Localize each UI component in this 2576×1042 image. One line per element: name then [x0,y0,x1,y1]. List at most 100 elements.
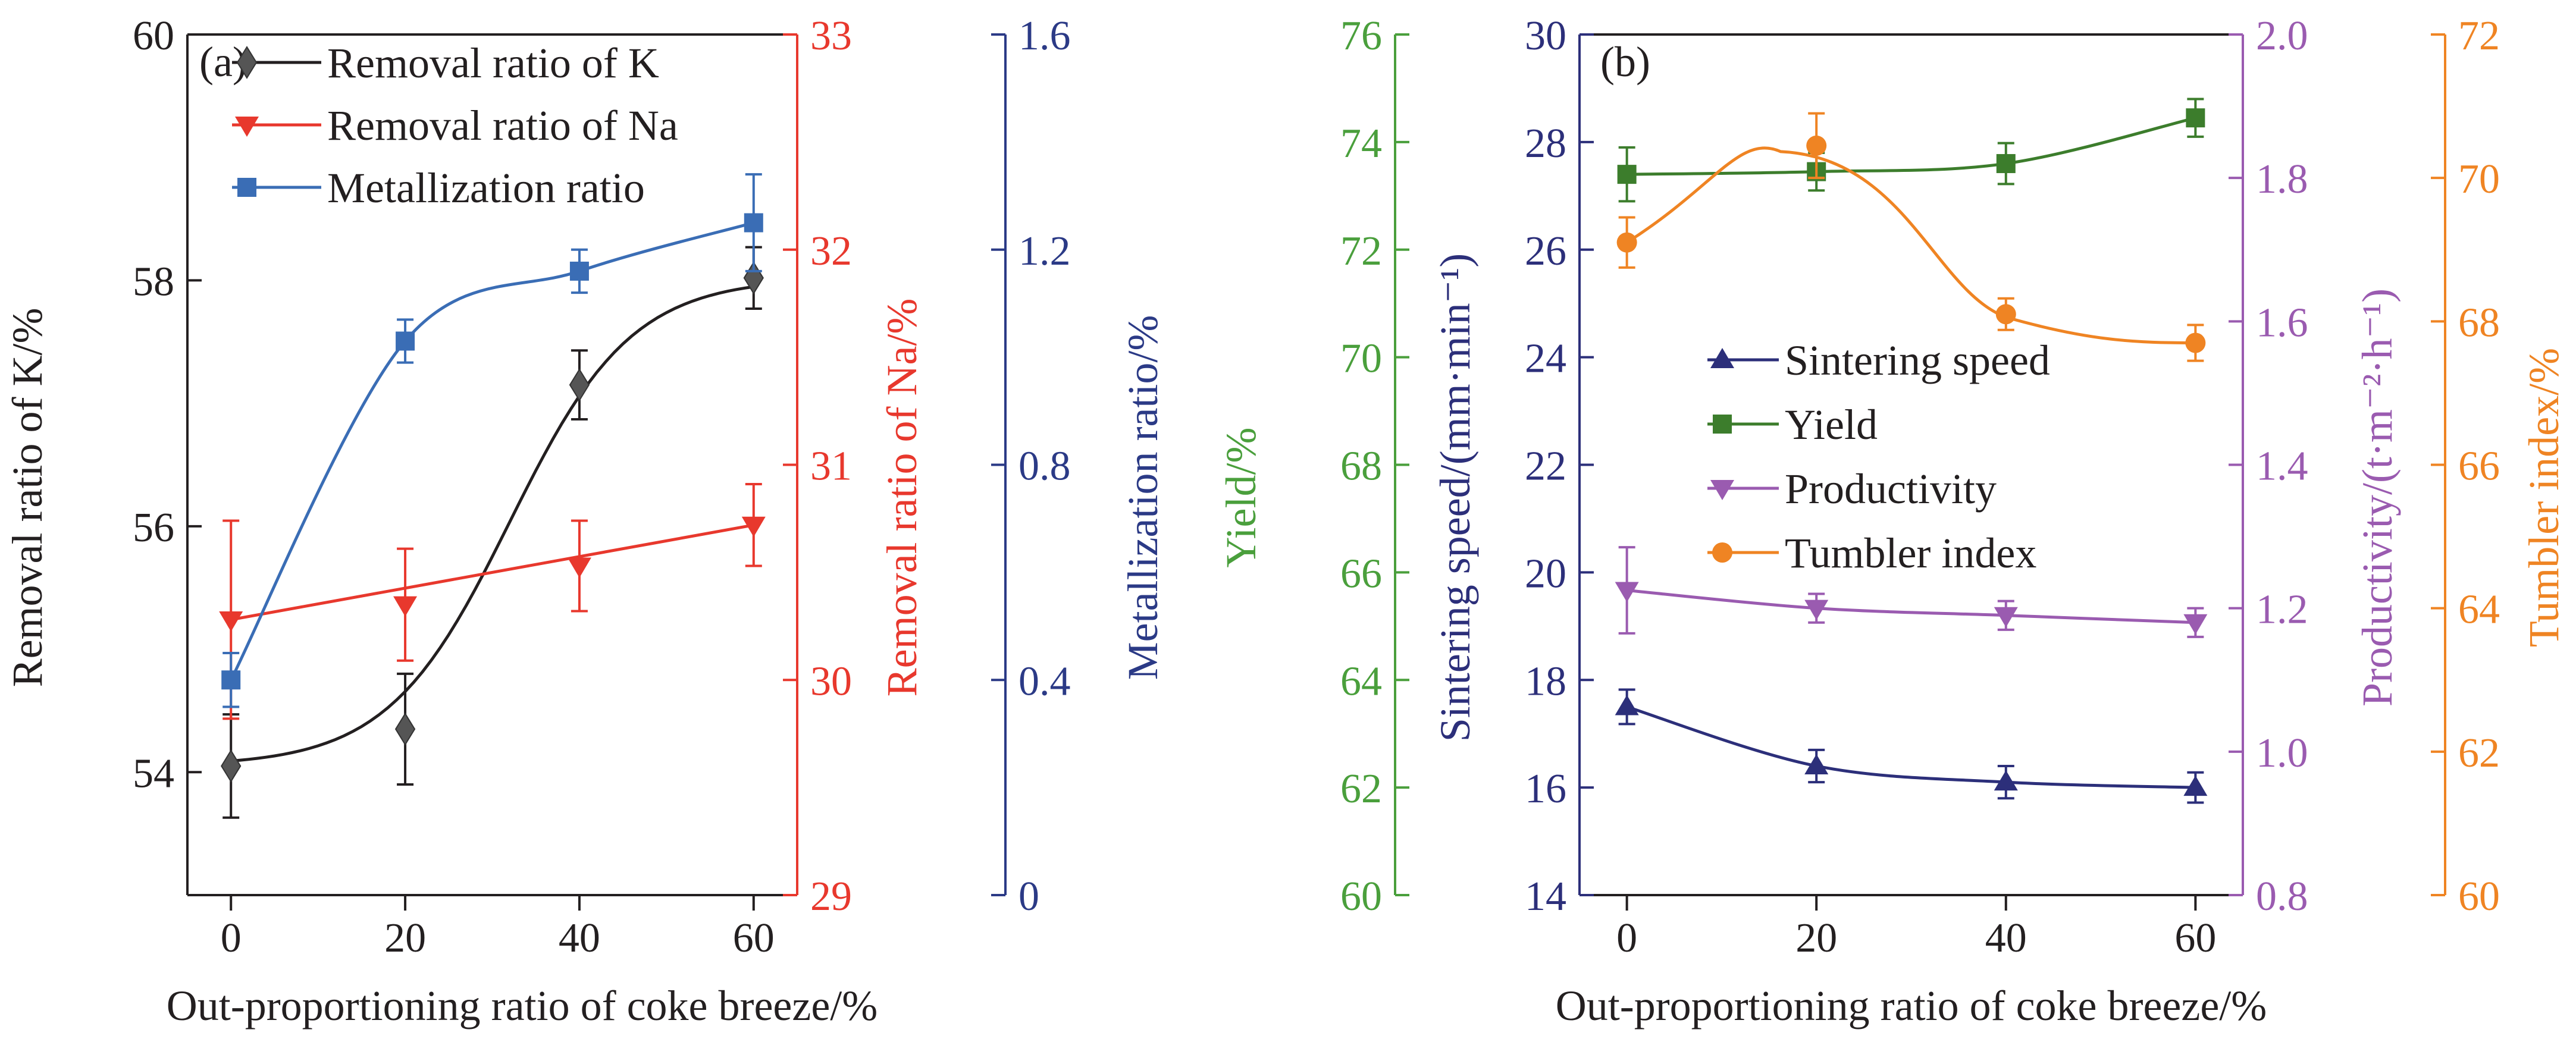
series-removal-ratio-of-na [219,483,766,720]
y-axis-title-na: Removal ratio of Na/% [878,299,926,697]
legend-label: Removal ratio of K [327,39,659,87]
y-tick-label-na: 31 [810,444,852,489]
series-line [1627,589,2196,624]
data-point [394,713,416,746]
data-point [393,596,418,617]
data-point [396,331,415,351]
y-tick-label-prod: 1.8 [2256,156,2308,202]
data-point [569,261,589,281]
data-point [741,516,766,537]
x-tick-label: 0 [221,915,242,961]
legend-marker [1713,415,1732,434]
y-tick-label-tumbler: 70 [2458,156,2500,202]
legend-label: Metallization ratio [327,164,645,212]
data-point [2185,332,2206,353]
y-axis-title-speed: Sintering speed/(mm·min⁻¹) [1431,253,1479,742]
y-axis-title-k: Removal ratio of K/% [4,308,51,688]
data-point [1804,754,1829,774]
y-tick-label-tumbler: 72 [2458,13,2500,59]
legend-marker [236,46,258,79]
series-line [1626,705,2196,789]
series-line [230,523,754,622]
legend-marker [1710,480,1734,500]
legend-marker [1710,348,1734,368]
y-tick-label-met: 0 [1019,874,1039,919]
series-sintering-speed [1615,688,2208,804]
y-tick-label-yield: 76 [1340,13,1382,59]
data-point [1806,135,1827,156]
y-tick-label-speed: 20 [1525,551,1566,597]
x-tick-label: 60 [2174,915,2216,961]
data-point [1617,165,1637,184]
legend-marker [1712,542,1732,563]
y-tick-label-na: 29 [810,874,852,919]
y-tick-label-prod: 0.8 [2256,874,2308,919]
y-tick-label-speed: 22 [1525,444,1566,489]
legend-label: Tumbler index [1785,529,2036,577]
series-line [1627,116,2196,176]
panel-b: 0 20 40 60 Out-proportioning ratio of coke b… [1217,13,2568,1030]
y-axis-title-tumbler: Tumbler index/% [2520,348,2568,647]
data-point [221,670,241,690]
data-point [2186,108,2205,128]
series-line [230,285,754,762]
y-tick-label-yield: 62 [1340,766,1382,812]
y-tick-label-tumbler: 60 [2458,874,2500,919]
x-tick-label: 60 [733,915,775,961]
y-tick-label-speed: 24 [1525,336,1566,382]
y-tick-label-met: 0.4 [1019,658,1071,704]
y-tick-label-tumbler: 68 [2458,300,2500,346]
y-tick-label-tumbler: 64 [2458,587,2500,633]
data-point [2183,776,2208,796]
y-tick-label-yield: 60 [1340,874,1382,919]
series-removal-ratio-of-k [221,246,764,819]
data-point [1996,154,2016,174]
legend-label: Productivity [1785,465,1997,513]
y-tick-label-yield: 64 [1340,658,1382,704]
y-tick-label-prod: 1.4 [2256,444,2308,489]
y-tick-label-met: 0.8 [1019,444,1071,489]
data-point [1804,600,1829,620]
x-axis-title: Out-proportioning ratio of coke breeze/% [167,982,878,1030]
y-tick-label-yield: 70 [1340,336,1382,382]
data-point [569,368,590,402]
y-tick-label-speed: 30 [1525,13,1566,59]
y-tick-label-tumbler: 62 [2458,730,2500,776]
data-point [2183,614,2208,635]
legend-label: Sintering speed [1785,337,2050,384]
y-tick-label-speed: 26 [1525,228,1566,274]
x-tick-label: 40 [1985,915,2027,961]
legend-label: Yield [1785,401,1878,448]
y-tick-label-prod: 2.0 [2256,13,2308,59]
x-tick-label: 0 [1616,915,1637,961]
y-tick-label-yield: 66 [1340,551,1382,597]
series-tumbler-index [1616,112,2206,362]
y-tick-label-na: 33 [810,13,852,59]
x-tick-label: 20 [1795,915,1837,961]
data-point [221,749,242,783]
data-point [1616,232,1637,253]
y-tick-label-k: 56 [133,505,174,551]
series-productivity [1615,546,2208,638]
y-tick-label-k: 60 [133,13,174,59]
y-axis-title-prod: Productivity/(t·m⁻²·h⁻¹) [2354,288,2401,707]
y-tick-label-na: 32 [810,228,852,274]
data-point [1995,304,2016,325]
y-tick-label-speed: 16 [1525,766,1566,812]
y-axis-title-met: Metallization ratio/% [1119,315,1167,680]
series-line [229,221,754,681]
data-point [219,611,243,632]
x-axis-title: Out-proportioning ratio of coke breeze/% [1556,982,2267,1030]
data-point [567,557,591,578]
series-metallization-ratio [221,173,763,708]
legend-label: Removal ratio of Na [327,102,678,149]
panel-a: 0 20 40 60 Out-proportioning ratio of coke b… [4,13,1167,1030]
y-tick-label-prod: 1.6 [2256,300,2308,346]
y-tick-label-met: 1.6 [1019,13,1071,59]
y-tick-label-yield: 72 [1340,228,1382,274]
data-point [744,213,763,233]
y-tick-label-speed: 14 [1525,874,1566,919]
y-tick-label-speed: 28 [1525,121,1566,167]
data-point [1615,582,1639,602]
